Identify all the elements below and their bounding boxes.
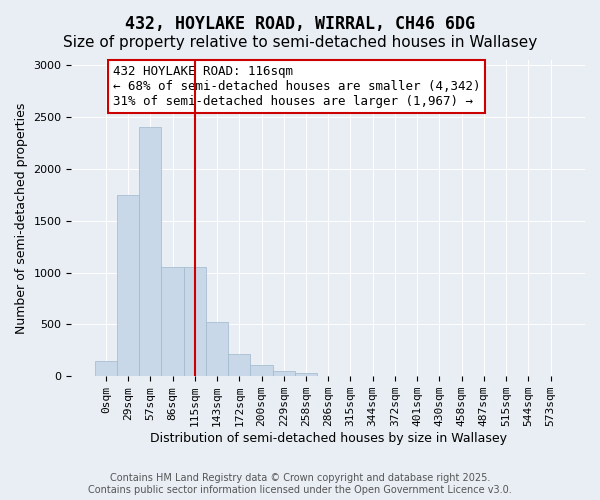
Bar [161,268,184,376]
Text: 432, HOYLAKE ROAD, WIRRAL, CH46 6DG: 432, HOYLAKE ROAD, WIRRAL, CH46 6DG [125,15,475,33]
Bar [250,365,272,376]
Bar [228,354,250,376]
Bar [139,128,161,376]
Bar [95,360,117,376]
Text: 432 HOYLAKE ROAD: 116sqm
← 68% of semi-detached houses are smaller (4,342)
31% o: 432 HOYLAKE ROAD: 116sqm ← 68% of semi-d… [113,64,480,108]
Bar [272,371,295,376]
Bar [295,373,317,376]
Text: Size of property relative to semi-detached houses in Wallasey: Size of property relative to semi-detach… [63,35,537,50]
Bar [184,268,206,376]
Text: Contains HM Land Registry data © Crown copyright and database right 2025.
Contai: Contains HM Land Registry data © Crown c… [88,474,512,495]
Y-axis label: Number of semi-detached properties: Number of semi-detached properties [15,102,28,334]
Bar [117,195,139,376]
Bar [206,322,228,376]
X-axis label: Distribution of semi-detached houses by size in Wallasey: Distribution of semi-detached houses by … [150,432,507,445]
